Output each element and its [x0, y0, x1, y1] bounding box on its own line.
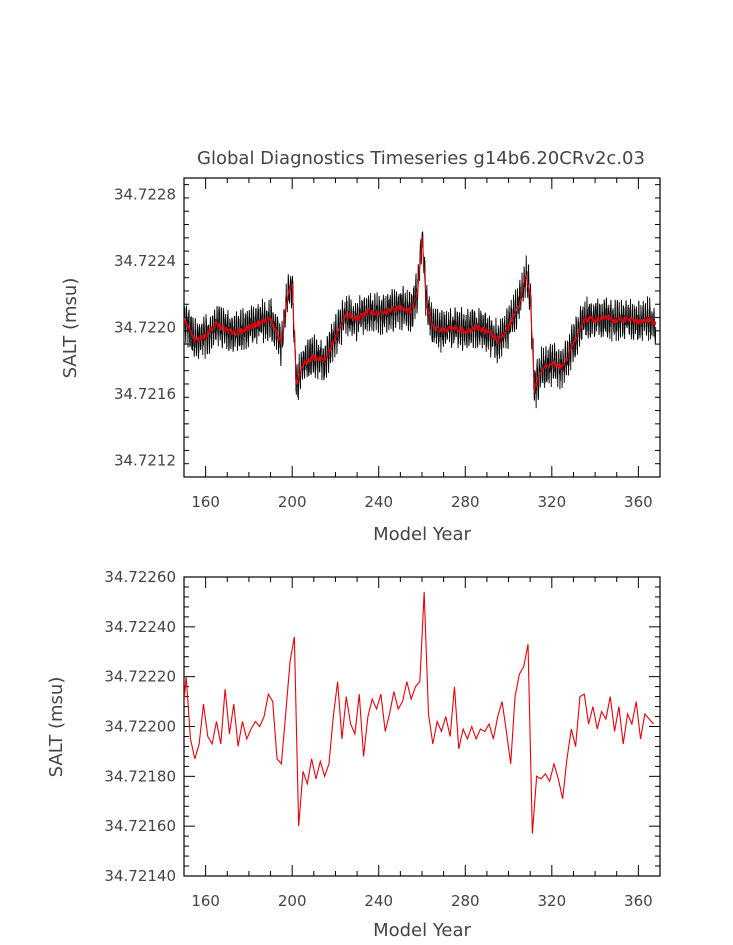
top-y-tick-label: 34.7224 — [114, 252, 176, 270]
bottom-x-tick-label: 280 — [451, 892, 480, 910]
top-x-tick-label: 360 — [624, 493, 653, 511]
bottom-y-tick-label: 34.72240 — [104, 618, 176, 636]
bottom-y-axis-label: SALT (msu) — [46, 677, 67, 778]
top-x-tick-label: 240 — [364, 493, 393, 511]
bottom-y-tick-label: 34.72140 — [104, 867, 176, 885]
bottom-x-axis-label: Model Year — [373, 920, 471, 941]
bottom-y-tick-label: 34.72260 — [104, 568, 176, 586]
top-x-axis-label: Model Year — [373, 524, 471, 545]
top-y-tick-label: 34.7220 — [114, 319, 176, 337]
bottom-x-tick-label: 200 — [278, 892, 307, 910]
top-x-tick-label: 160 — [191, 493, 220, 511]
bottom-y-tick-label: 34.72220 — [104, 668, 176, 686]
bottom-tick-labels: 160 200 240 280 320 360 34.72140 34.72160 34.721… — [104, 568, 652, 910]
bottom-series-annual-mean-line — [184, 591, 654, 834]
top-y-tick-label: 34.7228 — [114, 186, 176, 204]
bottom-y-tick-label: 34.72160 — [104, 817, 176, 835]
top-tick-labels: 160 200 240 280 320 360 34.7212 34.7216 34.7220 3… — [114, 186, 653, 511]
bottom-series-lines — [184, 591, 654, 834]
bottom-axis-ticks — [183, 576, 661, 877]
bottom-x-tick-label: 160 — [191, 892, 220, 910]
bottom-x-tick-label: 240 — [364, 892, 393, 910]
bottom-x-tick-label: 320 — [537, 892, 566, 910]
bottom-y-tick-label: 34.72200 — [104, 718, 176, 736]
bottom-plot-frame — [183, 576, 661, 877]
top-axis-ticks — [183, 178, 661, 478]
chart-title: Global Diagnostics Timeseries g14b6.20CR… — [197, 148, 645, 169]
top-series-lines — [184, 231, 657, 409]
top-series-annual-mean-line — [184, 236, 657, 393]
top-x-tick-label: 280 — [451, 493, 480, 511]
top-chart-panel: Global Diagnostics Timeseries g14b6.20CR… — [60, 148, 661, 545]
bottom-chart-panel: 160 200 240 280 320 360 34.72140 34.72160 34.721… — [46, 568, 661, 941]
bottom-y-tick-label: 34.72180 — [104, 767, 176, 785]
top-y-axis-label: SALT (msu) — [60, 278, 81, 379]
top-x-tick-label: 320 — [537, 493, 566, 511]
bottom-x-tick-label: 360 — [624, 892, 653, 910]
top-y-tick-label: 34.7216 — [114, 385, 176, 403]
top-x-tick-label: 200 — [278, 493, 307, 511]
top-y-tick-label: 34.7212 — [114, 451, 176, 469]
